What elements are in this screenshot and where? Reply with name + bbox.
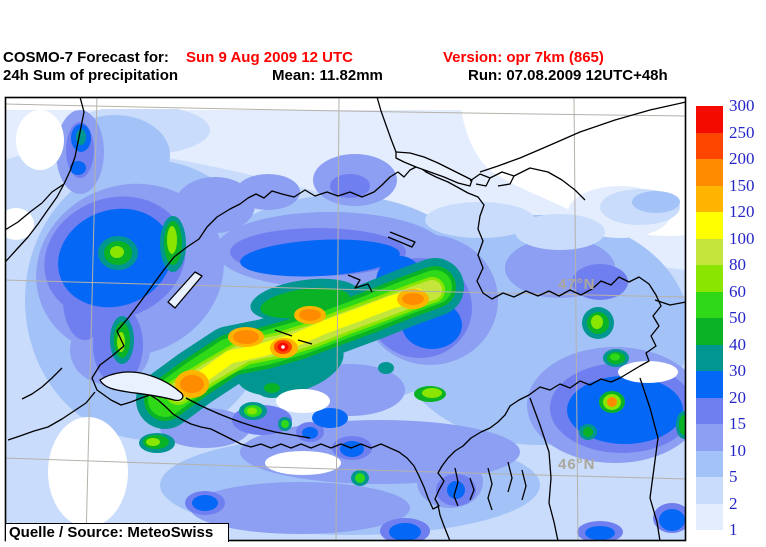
legend-value: 40 xyxy=(729,334,746,354)
legend-value: 2 xyxy=(729,493,738,513)
rhone-river xyxy=(185,397,311,439)
gridline-lon-east xyxy=(573,97,579,541)
legend-color-box xyxy=(696,503,723,530)
gridline-47n xyxy=(5,279,686,298)
gridline-lon-west xyxy=(85,97,98,541)
ticino-river xyxy=(437,504,451,541)
header-line-1: COSMO-7 Forecast for: Sun 9 Aug 2009 12 … xyxy=(3,49,353,66)
legend-value: 30 xyxy=(729,361,746,380)
lakes-thun-brienz xyxy=(274,329,313,345)
rhine-north xyxy=(376,97,397,153)
legend-color-box xyxy=(696,185,723,212)
lake-neuchatel xyxy=(167,271,203,309)
legend-value: 200 xyxy=(729,149,755,168)
lake-constance xyxy=(395,151,473,187)
lake-geneva xyxy=(99,371,184,402)
constance-east-arm xyxy=(469,167,586,201)
legend-value: 5 xyxy=(729,467,738,486)
lake-zurich xyxy=(387,231,416,248)
swiss-border xyxy=(91,165,662,510)
italian-lakes xyxy=(453,461,527,511)
gridline-48n xyxy=(5,103,686,117)
french-border xyxy=(5,97,85,263)
lat-label-47n: 47°N xyxy=(558,276,596,293)
legend-value: 20 xyxy=(729,387,746,407)
legend: 300 250 200 150 120 100 80 60 50 40 30 20 15 10 5 2 1 xyxy=(696,0,766,547)
country-borders xyxy=(5,97,686,541)
run-label: Run: 07.08.2009 12UTC+48h xyxy=(468,67,668,84)
gridline-46n xyxy=(5,457,686,480)
legend-value: 250 xyxy=(729,122,755,142)
precipitation-field xyxy=(5,97,686,541)
legend-value: 150 xyxy=(729,175,755,195)
legend-color-box xyxy=(696,132,723,159)
legend-color-box xyxy=(696,212,723,239)
map-border xyxy=(4,96,687,542)
lake-lucerne xyxy=(347,274,373,293)
legend-value: 80 xyxy=(729,255,746,274)
gridline-lon-center xyxy=(335,97,340,541)
graticule xyxy=(5,97,686,541)
legend-value: 100 xyxy=(729,228,755,248)
model-label: COSMO-7 Forecast for: xyxy=(3,49,169,66)
legend-color-box xyxy=(696,477,723,504)
legend-color-box xyxy=(696,344,723,371)
legend-color-box xyxy=(696,291,723,318)
mean-label: Mean: 11.82mm xyxy=(272,67,383,84)
italian-rivers xyxy=(529,377,661,541)
legend-color-box xyxy=(696,238,723,265)
legend-value: 10 xyxy=(729,440,746,460)
legend-color-box xyxy=(696,397,723,424)
doubs-line xyxy=(5,183,65,231)
product-label: 24h Sum of precipitation xyxy=(3,67,179,84)
legend-color-box xyxy=(696,265,723,292)
german-border-ne xyxy=(479,101,686,173)
legend-value: 60 xyxy=(729,281,746,301)
version-label: Version: opr 7km (865) xyxy=(443,49,604,66)
source-credit: Quelle / Source: MeteoSwiss xyxy=(6,523,229,542)
legend-color-box xyxy=(696,371,723,398)
legend-value: 1 xyxy=(729,520,738,539)
savoy-border xyxy=(7,367,96,441)
valid-time: Sun 9 Aug 2009 12 UTC xyxy=(186,49,353,66)
legend-value: 120 xyxy=(729,202,755,221)
legend-color-box xyxy=(696,318,723,345)
legend-value: 15 xyxy=(729,414,746,433)
legend-color-box xyxy=(696,159,723,186)
legend-color-box xyxy=(696,106,723,133)
legend-color-box xyxy=(696,450,723,477)
austrian-border xyxy=(654,299,686,306)
legend-value: 300 xyxy=(729,96,755,115)
legend-value: 50 xyxy=(729,308,746,327)
legend-color-box xyxy=(696,424,723,451)
lat-label-46n: 46°N xyxy=(558,456,596,473)
